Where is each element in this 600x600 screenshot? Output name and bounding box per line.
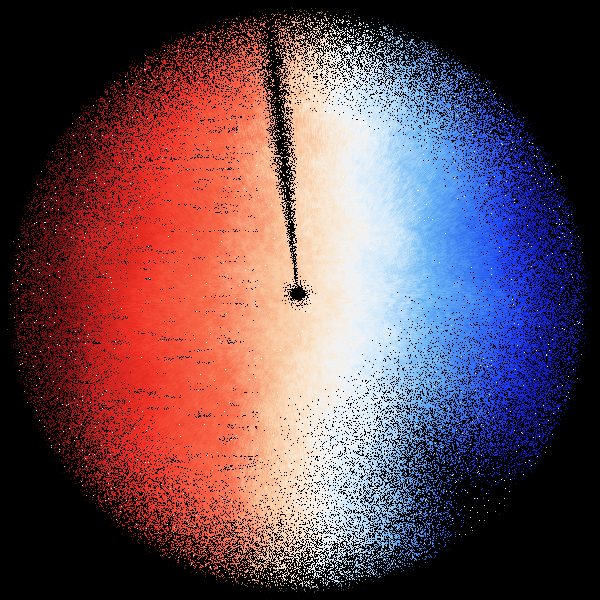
solar-doppler-velocity-map (0, 0, 600, 600)
dopplergram-viewport (0, 0, 600, 600)
